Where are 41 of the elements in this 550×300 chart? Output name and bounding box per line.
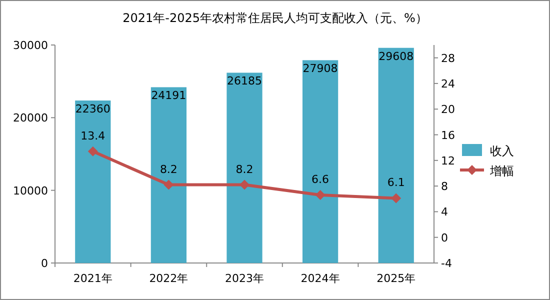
data-label: 6.1 [387, 176, 405, 190]
bar [378, 48, 414, 263]
y2-tick-label: 24 [441, 77, 455, 90]
y2-tick-label: 28 [441, 52, 455, 65]
y-tick-label: 0 [41, 257, 48, 270]
y2-tick-label: 20 [441, 103, 455, 116]
y2-tick-label: -4 [441, 257, 452, 270]
x-tick-label: 2023年 [225, 272, 264, 285]
data-label: 27908 [302, 62, 338, 76]
legend-label: 收入 [490, 144, 514, 158]
x-tick-label: 2021年 [73, 272, 112, 285]
data-label: 8.2 [160, 162, 178, 176]
point [240, 180, 250, 190]
x-tick-label: 2022年 [149, 272, 188, 285]
y2-tick-label: 12 [441, 154, 455, 168]
point [88, 146, 98, 156]
y-tick-label: 20000 [13, 112, 48, 125]
bar [226, 72, 262, 263]
y-tick-label: 10000 [13, 184, 48, 198]
y2-tick-label: 0 [441, 231, 448, 244]
data-label: 26185 [227, 74, 262, 88]
y2-tick-label: 8 [441, 180, 448, 194]
chart-title: 2021年-2025年农村常住居民人均可支配收入（元、%） [122, 11, 428, 25]
data-label: 24191 [151, 89, 186, 102]
bar [75, 100, 111, 263]
legend-label: 增幅 [489, 164, 514, 178]
y2-tick-label: 4 [441, 206, 448, 219]
data-label: 13.4 [80, 129, 106, 142]
bar [150, 87, 187, 263]
data-label: 8.2 [236, 162, 254, 176]
y2-tick-label: 16 [441, 128, 455, 142]
point [391, 193, 402, 204]
point [315, 190, 326, 200]
data-label: 29608 [378, 50, 414, 63]
y-tick-label: 30000 [13, 39, 48, 52]
x-tick-label: 2024年 [300, 272, 340, 285]
data-label: 22360 [75, 102, 110, 116]
data-label: 6.6 [312, 173, 330, 186]
point [164, 180, 174, 190]
x-tick-label: 2025年 [376, 272, 416, 285]
bar [302, 60, 338, 263]
